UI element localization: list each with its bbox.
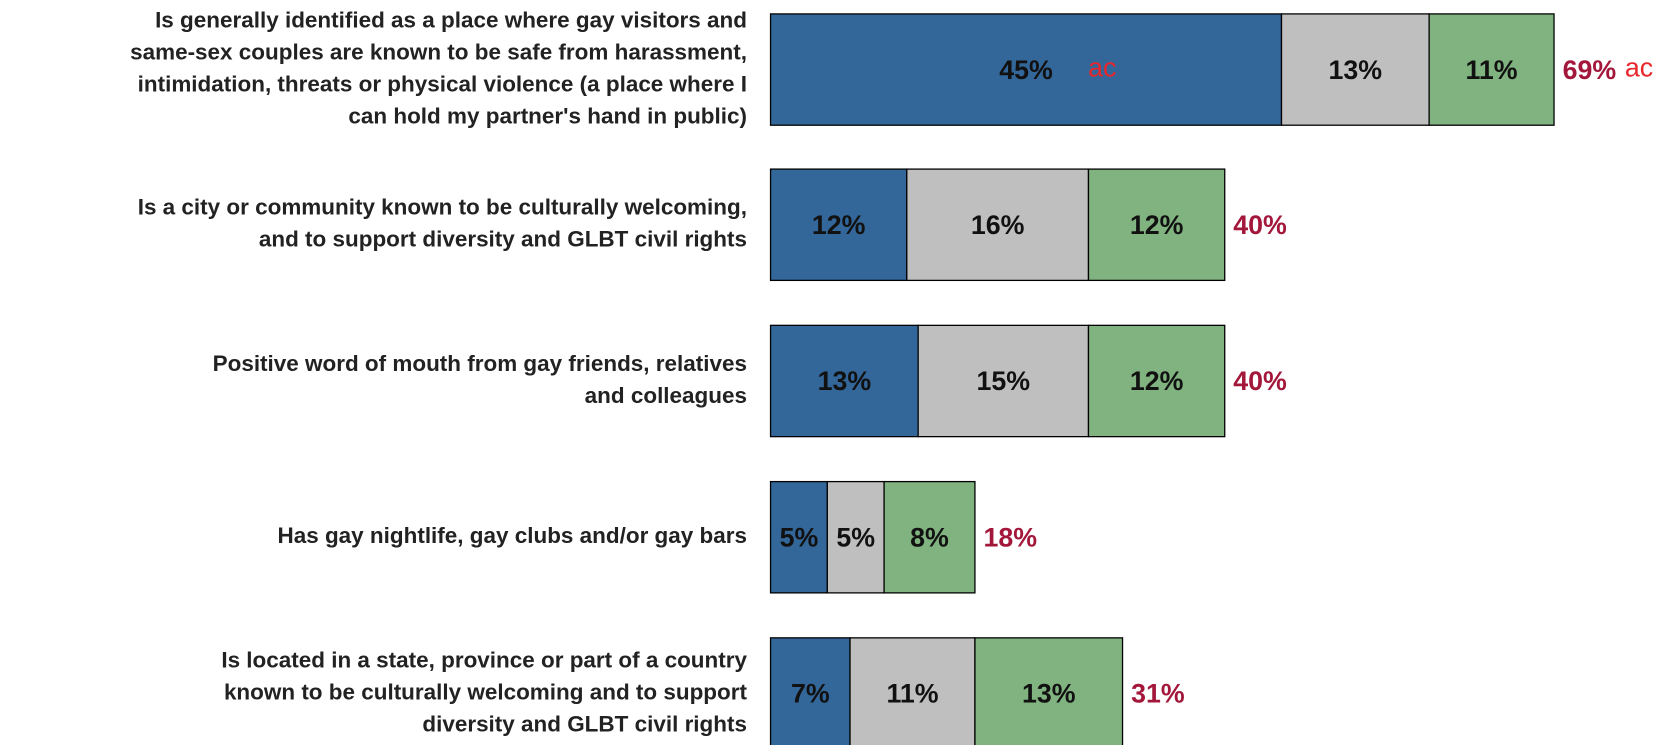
category-label: diversity and GLBT civil rights [422,712,747,737]
value-label: 5% [836,522,875,552]
value-label: 13% [1329,55,1383,85]
bar-segment [917,324,1090,438]
category-label: Has gay nightlife, gay clubs and/or gay … [278,523,747,548]
total-label: 69% [1563,55,1617,85]
value-label: 12% [1130,366,1184,396]
value-label: 45% [999,55,1053,85]
annotation: ac [1088,53,1116,83]
bar-segment [883,480,976,594]
value-label: 12% [812,210,866,240]
bar-segment [769,637,851,745]
category-label: intimidation, threats or physical violen… [138,72,747,97]
value-label: 13% [818,366,872,396]
value-label: 12% [1130,210,1184,240]
bar-segment [769,13,1283,126]
category-label: Is located in a state, province or part … [221,647,747,672]
bar-segment [1087,324,1226,438]
plot: Is generally identified as a place where… [130,7,1653,745]
value-label: 13% [1022,679,1076,709]
category-label: Is a city or community known to be cultu… [138,195,747,220]
bar-segment [849,637,976,745]
category-label: and to support diversity and GLBT civil … [259,227,747,252]
value-label: 11% [1466,55,1518,85]
category-label: known to be culturally welcoming and to … [224,679,748,704]
bar-segment [769,480,828,594]
category-label: can hold my partner's hand in public) [348,104,747,129]
value-label: 15% [977,366,1031,396]
value-label: 5% [780,522,819,552]
bar-segment [1087,168,1226,282]
bar-segment [1428,13,1555,126]
value-label: 8% [910,522,949,552]
total-label: 40% [1233,210,1287,240]
total-label: 40% [1233,366,1287,396]
value-label: 16% [971,210,1025,240]
total-label: 31% [1131,679,1185,709]
value-label: 7% [791,679,830,709]
bar-segment [1280,13,1430,126]
bar-segment [906,168,1090,282]
annotation: ac [1625,53,1653,83]
category-label: Positive word of mouth from gay friends,… [213,351,747,376]
category-label: Is generally identified as a place where… [155,7,747,32]
total-label: 18% [983,522,1037,552]
bar-segment [769,324,919,438]
category-label: and colleagues [585,383,747,408]
bar-segment [769,168,908,282]
category-label: same-sex couples are known to be safe fr… [130,39,747,64]
value-label: 11% [886,679,938,709]
bar-segment [974,637,1124,745]
